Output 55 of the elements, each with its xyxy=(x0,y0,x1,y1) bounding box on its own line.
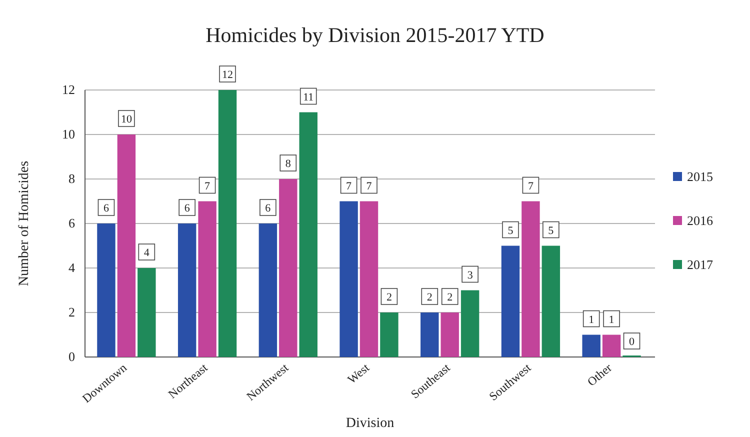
data-label: 7 xyxy=(346,180,352,192)
bar xyxy=(258,224,278,357)
bar xyxy=(460,290,480,357)
bar xyxy=(218,90,237,357)
bar xyxy=(279,179,298,357)
data-label: 7 xyxy=(528,180,534,192)
data-label: 4 xyxy=(144,247,150,259)
bar xyxy=(97,224,116,357)
data-label: 7 xyxy=(366,180,372,192)
bar xyxy=(117,134,136,357)
y-axis-title: Number of Homicides xyxy=(17,160,32,286)
y-tick-label: 0 xyxy=(68,349,75,364)
bar xyxy=(582,334,600,357)
data-label: 10 xyxy=(120,114,132,126)
data-label: 3 xyxy=(467,269,474,282)
bar xyxy=(178,224,196,357)
bar xyxy=(360,201,378,357)
bar xyxy=(420,312,439,357)
data-label: 6 xyxy=(265,202,272,214)
bar xyxy=(138,268,156,357)
bar xyxy=(380,312,398,357)
chart-title: Homicides by Division 2015-2017 YTD xyxy=(206,23,544,47)
data-label: 6 xyxy=(184,202,190,214)
data-label: 5 xyxy=(548,224,554,237)
data-label: 2 xyxy=(386,292,392,304)
y-tick-label: 4 xyxy=(68,260,76,275)
y-tick-label: 10 xyxy=(62,126,75,142)
y-tick-label: 8 xyxy=(68,171,75,186)
y-tick-label: 2 xyxy=(68,304,75,320)
bar xyxy=(501,246,520,357)
legend-label: 2016 xyxy=(687,213,714,228)
data-label: 8 xyxy=(285,158,292,170)
data-label: 5 xyxy=(508,224,514,237)
data-label: 1 xyxy=(588,314,594,326)
data-label: 7 xyxy=(204,180,211,192)
data-label: 2 xyxy=(426,292,432,304)
data-label: 2 xyxy=(447,292,453,304)
bar xyxy=(602,334,621,357)
y-tick-label: 12 xyxy=(62,82,75,97)
data-label: 12 xyxy=(222,69,234,81)
legend-label: 2015 xyxy=(687,169,713,184)
bar xyxy=(440,312,459,357)
bar xyxy=(299,112,318,357)
y-tick-label: 6 xyxy=(68,216,76,230)
data-label: 11 xyxy=(303,91,314,104)
bar xyxy=(542,246,560,357)
bar xyxy=(522,201,540,357)
data-label: 1 xyxy=(608,314,614,326)
bar xyxy=(340,201,358,357)
data-label: 6 xyxy=(103,202,110,214)
data-label: 0 xyxy=(629,336,636,348)
x-axis-title: Division xyxy=(346,416,394,431)
x-tick-label: West xyxy=(344,360,372,387)
legend-label: 2017 xyxy=(687,257,714,272)
bar xyxy=(198,201,216,357)
